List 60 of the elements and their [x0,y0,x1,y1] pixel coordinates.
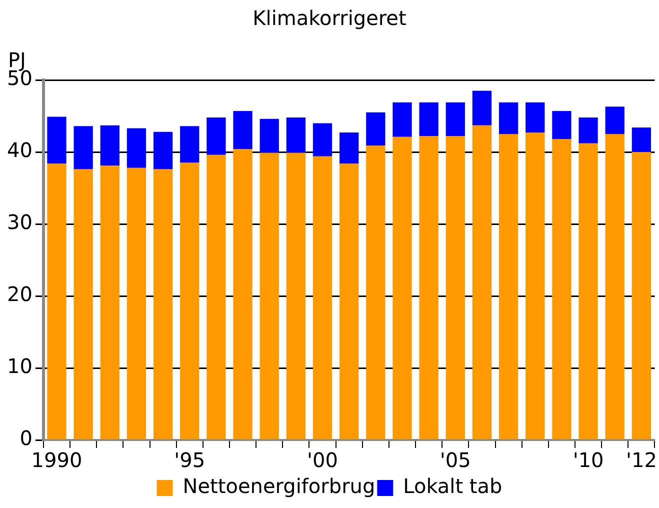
bar [552,139,572,440]
bar [446,102,465,136]
bar [100,166,120,440]
bar [260,152,279,440]
y-tick-label: 30 [6,210,32,234]
bar [126,168,146,440]
bar [526,132,545,440]
bar [286,117,306,153]
bar [366,146,386,440]
x-tick-label: '95 [174,448,206,472]
bar [206,154,226,440]
bar [153,169,173,440]
x-tick-label: '12 [626,448,657,472]
bar [632,152,652,440]
bar [74,126,93,170]
y-tick-label: 40 [6,138,32,162]
legend-label: Lokalt tab [403,474,502,498]
bar [74,169,93,440]
legend-label: Nettoenergiforbrug [182,474,376,498]
x-tick-label: '05 [440,448,471,472]
bar [498,134,518,440]
bar [366,112,386,146]
bar [233,149,252,440]
bar [233,110,252,150]
x-tick-label: 1990 [31,448,82,472]
x-tick-label: '00 [307,448,338,472]
bar [472,90,492,126]
bar [47,164,66,440]
bar [47,116,66,164]
bar [578,143,598,440]
bar [312,123,332,156]
bar [260,118,279,153]
x-tick-label: '10 [572,448,604,472]
bar [340,164,359,440]
bar [312,156,332,440]
bar [100,125,120,166]
bar [498,102,518,134]
bar [180,126,200,163]
chart-title: Klimakorrigeret [252,6,406,30]
bar [578,117,598,144]
bar [340,132,359,164]
bar [153,132,173,170]
bar [446,136,465,440]
bar [180,162,200,440]
bar [472,125,492,440]
bar [632,128,652,152]
bar [419,136,438,440]
bar [419,102,438,136]
bar [605,106,624,134]
bar [126,128,146,168]
y-tick-label: 20 [6,282,32,306]
y-tick-label: 10 [6,354,32,378]
bar [526,102,545,133]
bar [552,110,572,140]
bar [392,102,412,137]
y-tick-label: 0 [20,426,32,450]
bar [605,134,624,440]
bar [392,136,412,440]
bar [286,152,306,440]
bar [206,117,226,155]
